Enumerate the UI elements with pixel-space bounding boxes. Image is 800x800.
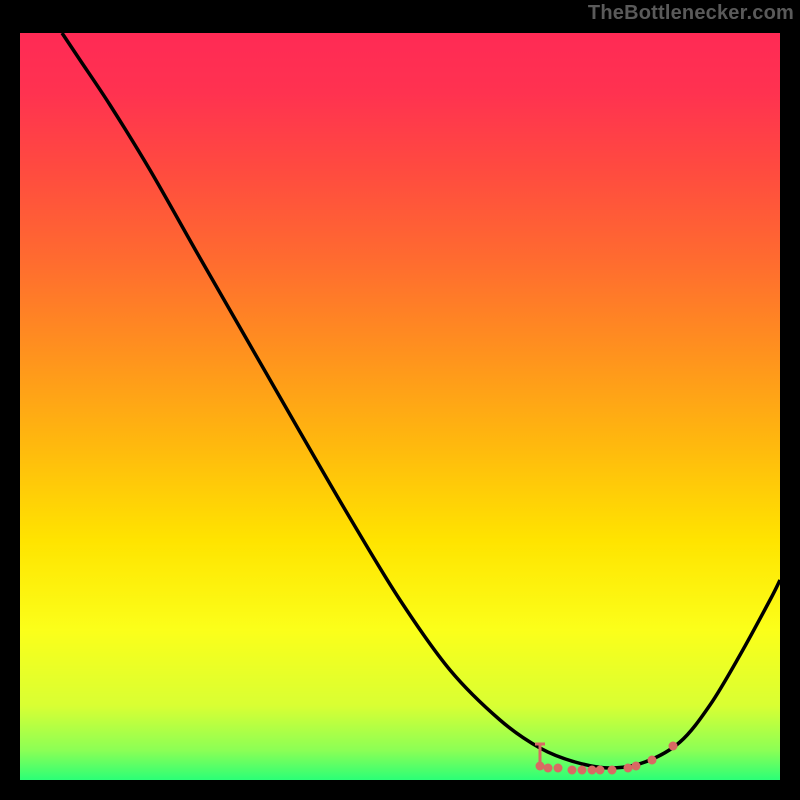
marker-dot <box>596 766 605 775</box>
marker-dot <box>568 766 577 775</box>
marker-dot <box>554 764 563 773</box>
chart-canvas: { "watermark": { "text": "TheBottlenecke… <box>0 0 800 800</box>
marker-dot <box>588 766 597 775</box>
marker-dot <box>608 766 617 775</box>
marker-dot <box>632 762 641 771</box>
marker-dot <box>578 766 587 775</box>
marker-dot <box>648 756 657 765</box>
marker-dot <box>544 764 553 773</box>
marker-dot <box>624 764 633 773</box>
marker-dot <box>536 762 545 771</box>
bottleneck-chart <box>0 0 800 800</box>
marker-dot <box>669 742 678 751</box>
